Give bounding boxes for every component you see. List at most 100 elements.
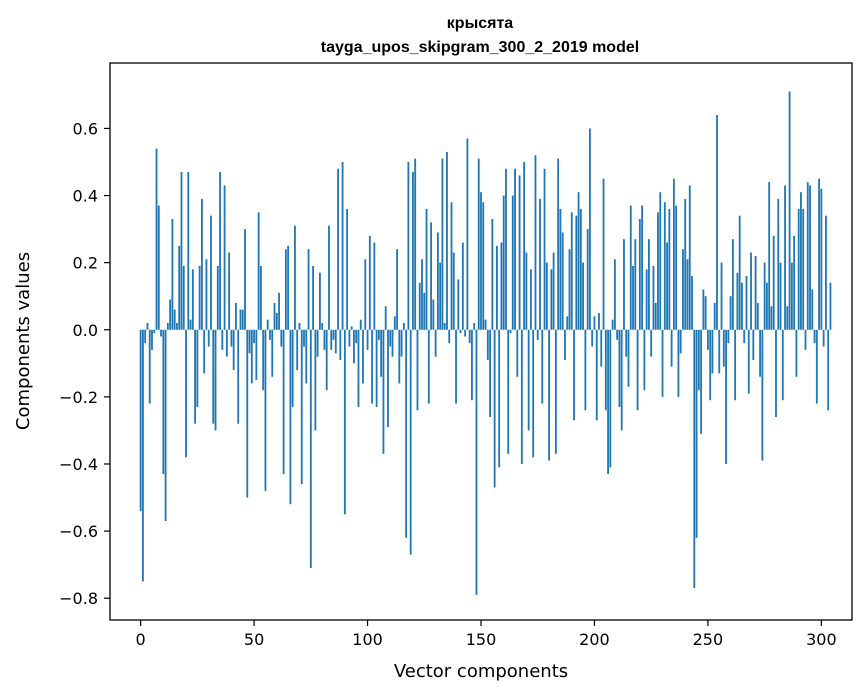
bar-63 [282, 329, 285, 475]
bar-92 [348, 329, 351, 347]
bar-224 [648, 239, 650, 330]
bar-113 [396, 249, 398, 330]
bar-261 [731, 239, 734, 330]
bar-284 [784, 185, 786, 330]
bar-109 [387, 329, 389, 428]
bar-213 [623, 239, 625, 330]
bar-71 [300, 329, 303, 485]
bar-51 [255, 329, 258, 381]
y-tick-label: −0.4 [59, 455, 98, 474]
bar-111 [391, 329, 394, 357]
bar-229 [659, 192, 662, 330]
bar-1 [141, 329, 144, 582]
bar-175 [536, 329, 539, 340]
bar-84 [330, 329, 333, 350]
x-tick-label: 200 [579, 630, 610, 649]
bar-13 [169, 299, 172, 330]
bar-53 [259, 266, 262, 330]
bar-148 [475, 329, 478, 595]
bar-279 [772, 235, 775, 330]
bar-173 [532, 329, 535, 458]
bar-219 [636, 329, 639, 411]
bar-275 [763, 262, 766, 330]
bar-99 [364, 259, 367, 330]
bar-100 [366, 329, 369, 350]
bar-129 [432, 299, 435, 330]
bar-240 [684, 198, 687, 330]
bar-88 [339, 329, 342, 360]
bar-61 [278, 292, 280, 330]
bar-152 [484, 319, 487, 330]
bar-140 [457, 279, 460, 330]
y-tick-label: −0.8 [59, 589, 98, 608]
bar-79 [318, 272, 321, 330]
bar-80 [321, 323, 324, 330]
bar-245 [695, 329, 698, 538]
bar-127 [427, 329, 430, 404]
x-axis-ticks: 0 50 100 150 200 250 300 [136, 620, 837, 649]
bar-194 [579, 208, 582, 330]
bar-302 [825, 215, 827, 330]
bar-119 [409, 329, 412, 555]
bar-233 [668, 208, 671, 330]
bar-160 [502, 195, 505, 330]
bar-147 [473, 323, 476, 330]
bar-72 [303, 329, 305, 347]
bar-244 [693, 329, 696, 589]
bar-142 [461, 242, 464, 330]
bar-201 [595, 329, 598, 421]
bar-154 [489, 329, 491, 417]
bar-209 [613, 259, 616, 330]
bar-203 [600, 329, 603, 367]
bar-236 [675, 205, 678, 330]
x-tick-label: 0 [136, 630, 146, 649]
bar-56 [266, 319, 269, 330]
bar-262 [734, 329, 737, 401]
bar-50 [253, 329, 255, 344]
bar-24 [194, 329, 196, 424]
bar-226 [652, 266, 655, 330]
bar-39 [228, 252, 231, 330]
bar-276 [766, 282, 768, 330]
bar-10 [162, 329, 165, 475]
bar-241 [686, 259, 689, 330]
bar-125 [423, 292, 426, 330]
bar-32 [212, 329, 215, 424]
bar-128 [430, 222, 432, 330]
bars-group [139, 91, 832, 595]
bar-7 [155, 148, 158, 330]
bar-74 [307, 249, 310, 330]
bar-272 [756, 302, 759, 330]
bar-81 [323, 329, 326, 350]
bar-66 [289, 329, 292, 505]
bar-181 [550, 269, 553, 330]
y-tick-label: 0.2 [73, 254, 98, 273]
bar-112 [393, 316, 396, 330]
bar-28 [203, 329, 206, 374]
bar-299 [818, 178, 821, 330]
bar-130 [434, 329, 437, 357]
bar-115 [400, 329, 403, 357]
x-axis-label: Vector components [394, 661, 568, 682]
bar-45 [241, 309, 244, 330]
bar-47 [246, 329, 249, 498]
bar-23 [191, 269, 194, 330]
bar-46 [244, 229, 246, 330]
bar-234 [670, 329, 673, 367]
bar-196 [584, 329, 587, 411]
bar-138 [452, 252, 455, 330]
bar-62 [280, 329, 283, 347]
y-tick-label: −0.2 [59, 388, 98, 407]
bar-58 [271, 329, 274, 377]
bar-199 [591, 329, 594, 347]
bar-253 [713, 302, 716, 330]
bar-180 [548, 329, 550, 461]
bar-281 [777, 198, 780, 330]
bar-96 [357, 329, 360, 407]
bar-223 [645, 269, 648, 330]
bar-15 [173, 309, 176, 330]
bar-135 [446, 151, 448, 330]
x-tick-label: 250 [693, 630, 724, 649]
bar-251 [709, 329, 712, 401]
bar-16 [176, 323, 178, 330]
